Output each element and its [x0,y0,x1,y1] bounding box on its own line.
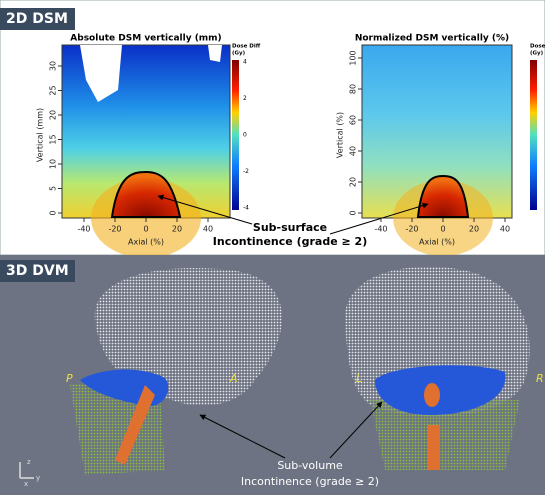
right-colorbar [530,60,537,210]
left-blank [80,45,222,102]
orient-r: R [536,372,544,385]
y-tick-label: 10 [49,159,58,169]
y-tick-label: 0 [349,210,358,215]
colorbar-title: Dose Diff [530,44,545,50]
x-tick-label: 0 [440,225,445,234]
axis-y-label: y [36,474,40,482]
dvm-label: 3D DVM [6,263,69,279]
y-axis-label: Vertical (%) [336,112,345,158]
x-tick-label: 20 [172,225,182,234]
colorbar-tick-label: -2 [243,168,249,175]
dsm-label: 2D DSM [6,11,68,27]
y-tick-label: 30 [49,61,58,71]
orient-a: A [229,372,238,385]
left-title: Absolute DSM vertically (mm) [70,34,221,44]
x-tick-label: -40 [77,225,90,234]
x-tick-label: -20 [108,225,121,234]
axis-x-label: x [24,480,28,488]
right-tube [428,425,440,470]
axis-z-label: z [27,458,31,466]
dsm-arrow-right [329,202,429,235]
y-tick-label: 20 [349,177,358,187]
x-axis-label: Axial (%) [128,238,164,247]
x-tick-label: 40 [500,225,510,234]
dsm-annotation-2: Incontinence (grade ≥ 2) [213,235,367,248]
colorbar-tick-label: 2 [243,95,247,102]
y-axis-label: Vertical (mm) [36,108,45,162]
right-dome [416,174,470,218]
y-tick-label: 40 [349,146,358,156]
y-tick-label: 100 [349,50,358,65]
y-tick-label: 80 [349,84,358,94]
dvm-annotation-2: Incontinence (grade ≥ 2) [241,475,379,488]
y-tick-label: 20 [49,110,58,120]
right-cage [370,400,520,470]
left-dome [110,170,182,218]
right-blob [375,365,506,415]
x-tick-label: 40 [203,225,213,234]
colorbar-title: Dose Diff [232,44,261,50]
colorbar-title: (Gy) [530,51,544,57]
colorbar-tick-label: -4 [243,205,249,212]
dsm-arrow-left [157,194,253,225]
x-tick-label: 0 [143,225,148,234]
y-tick-label: 60 [349,115,358,125]
x-tick-label: 20 [469,225,479,234]
left-tube [115,385,155,465]
right-title: Normalized DSM vertically (%) [355,34,509,44]
dsm-label-box [0,8,75,30]
right-core [424,383,440,407]
dvm-arrow-right [329,401,383,459]
dsm-annotation-1: Sub-surface [253,221,327,234]
orient-p: P [66,372,73,385]
dvm-annotation-1: Sub-volume [277,459,343,472]
colorbar-title: (Gy) [232,51,246,57]
colorbar-tick-label: 4 [243,59,247,66]
left-colorbar [232,60,239,210]
y-tick-label: 0 [49,210,58,215]
x-axis-label: Axial (%) [419,238,455,247]
y-tick-label: 25 [49,85,58,95]
dvm-label-box [0,260,75,282]
y-tick-label: 5 [49,186,58,191]
orient-l: L [356,372,362,385]
colorbar-tick-label: 0 [243,132,247,139]
dvm-arrow-left [199,414,286,459]
y-tick-label: 15 [49,134,58,144]
x-tick-label: -40 [374,225,387,234]
x-tick-label: -20 [405,225,418,234]
